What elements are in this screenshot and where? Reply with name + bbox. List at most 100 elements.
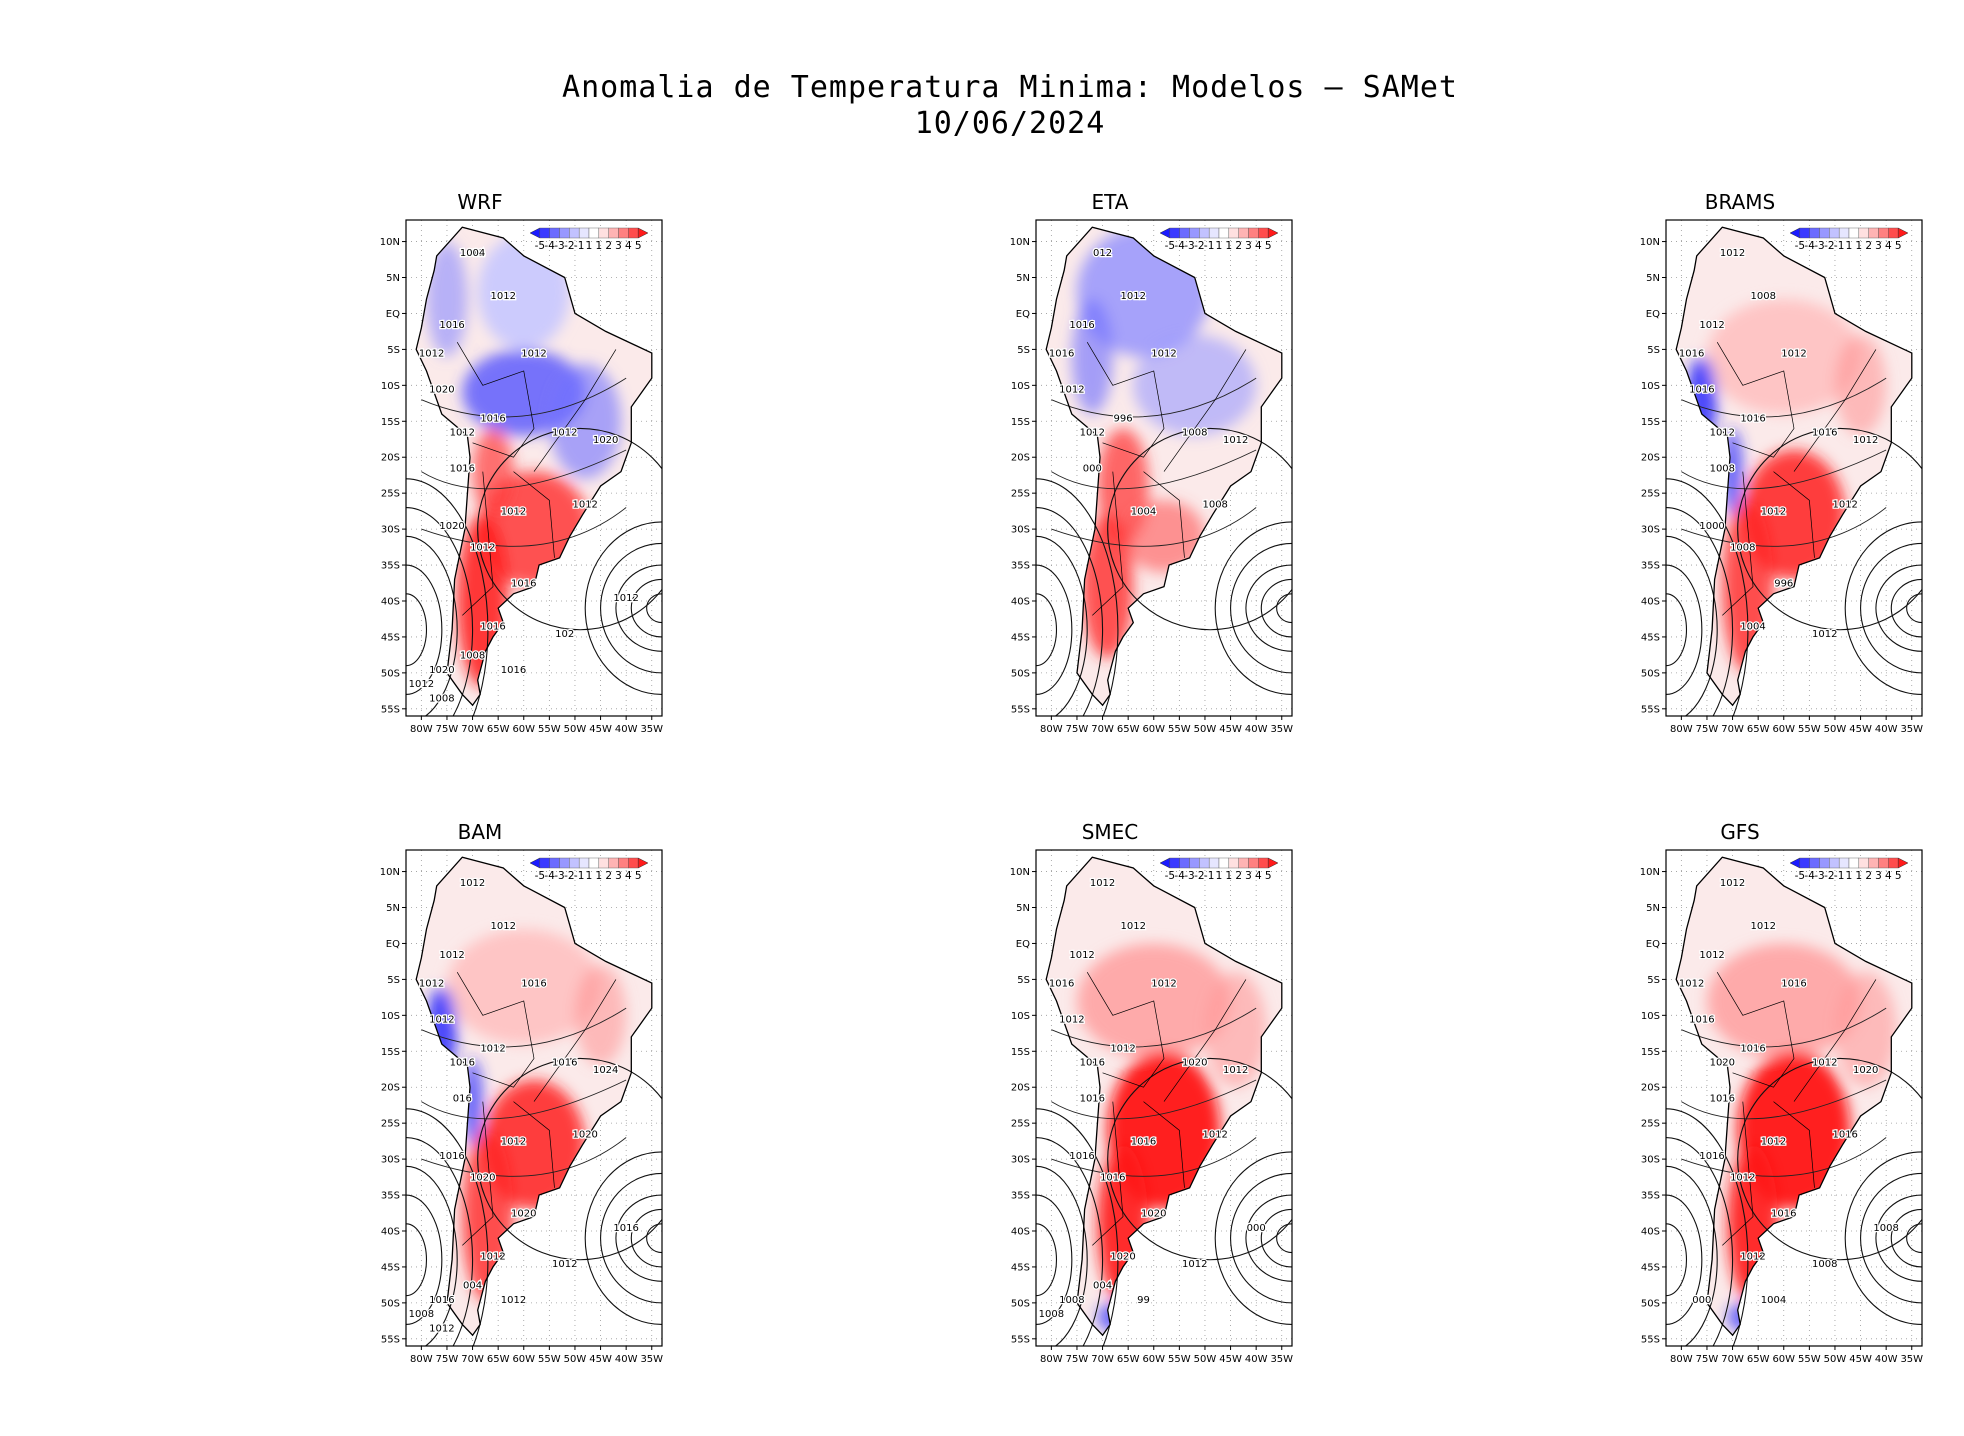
isobar-label: 1012	[450, 428, 475, 439]
colorbar-swatch	[1878, 227, 1889, 239]
lat-label: 35S	[1011, 1191, 1030, 1202]
lat-label: 25S	[381, 1119, 400, 1130]
colorbar-swatch	[1258, 857, 1269, 869]
lat-label: 10S	[1011, 1011, 1030, 1022]
colorbar-label: -2	[1194, 870, 1204, 882]
lon-label: 60W	[512, 1354, 535, 1365]
anomaly-blob	[549, 363, 622, 479]
colorbar-swatch	[1248, 857, 1259, 869]
isobar-label: 1016	[450, 464, 475, 475]
isobar	[1036, 564, 1073, 695]
colorbar-label: 1	[1225, 870, 1232, 882]
coastline	[415, 856, 653, 1337]
lon-label: 70W	[461, 724, 484, 735]
lat-label: 30S	[1641, 525, 1660, 536]
isobar	[1906, 593, 1922, 624]
colorbar-swatch	[1799, 857, 1810, 869]
lat-label: 45S	[381, 1262, 400, 1273]
colorbar-swatch	[1218, 857, 1230, 869]
anomaly-blob	[574, 965, 627, 1066]
colorbar-swatch	[588, 857, 600, 869]
isobar-label: 1012	[460, 878, 485, 889]
isobar-label: 1012	[1720, 878, 1745, 889]
lat-label: 10N	[380, 237, 400, 248]
colorbar-swatch	[628, 227, 639, 239]
lon-label: 60W	[1142, 1354, 1165, 1365]
isobar-label: 1016	[450, 1058, 475, 1069]
country-border	[1793, 979, 1877, 1102]
lon-label: 75W	[436, 724, 459, 735]
isobar-label: 1016	[1781, 979, 1806, 990]
isobar	[1666, 535, 1718, 716]
coastline	[1045, 856, 1283, 1337]
colorbar-label: -1	[1204, 870, 1214, 882]
colorbar-swatch	[598, 227, 609, 239]
colorbar-label: -1	[574, 240, 584, 252]
isobar-label: 1012	[491, 921, 516, 932]
isobar-label: 1008	[1812, 1259, 1837, 1270]
country-border	[462, 471, 494, 616]
map-border	[1665, 849, 1923, 1347]
isobar	[1107, 427, 1292, 631]
lat-label: 35S	[1011, 561, 1030, 572]
isobar	[646, 1223, 662, 1254]
isobar-label: 1016	[1740, 413, 1765, 424]
map-frame: 012 1012 1016 1012 1016 1012 996 1012 1008 1012 00…	[1010, 219, 1293, 735]
lon-label: 55W	[1798, 1354, 1821, 1365]
isobar	[406, 507, 474, 716]
lon-label: 50W	[1194, 1354, 1217, 1365]
isobar	[1875, 1194, 1922, 1282]
country-border	[1716, 972, 1795, 1088]
isobar-label: 1008	[1730, 543, 1755, 554]
lon-label: 65W	[1747, 1354, 1770, 1365]
lat-label: 10N	[1010, 867, 1030, 878]
lon-label: 50W	[564, 1354, 587, 1365]
lon-label: 70W	[1721, 724, 1744, 735]
lon-label: 65W	[1117, 1354, 1140, 1365]
isobar	[600, 542, 662, 674]
lon-label: 45W	[1219, 1354, 1242, 1365]
isobar	[1860, 1172, 1922, 1304]
isobar	[1036, 1194, 1073, 1325]
lat-label: EQ	[386, 309, 400, 320]
isobar	[1036, 1223, 1058, 1297]
isobar-label: 1008	[460, 650, 485, 661]
isobar	[1681, 507, 1887, 547]
colorbar-swatch	[1888, 857, 1899, 869]
isobar-label: 1012	[501, 507, 526, 518]
isobar-label: 1012	[439, 950, 464, 961]
isobar-label: 1012	[470, 543, 495, 554]
isobar	[1036, 535, 1088, 716]
isobar-label: 1020	[1710, 1058, 1735, 1069]
isobar-labels: 1012 1012 1012 1016 1012 1012 1012 1016 1016 1024…	[407, 877, 640, 1336]
colorbar-swatch	[1829, 227, 1840, 239]
isobar-label: 1016	[1069, 320, 1094, 331]
isobar	[1260, 578, 1292, 638]
colorbar-label: 2	[605, 870, 612, 882]
isobar	[406, 1108, 489, 1346]
isobar-label: 1020	[1182, 1058, 1207, 1069]
isobar-label: 1008	[1710, 464, 1735, 475]
isobar-label: 1016	[1069, 1151, 1094, 1162]
lat-label: 30S	[1641, 1155, 1660, 1166]
lon-label: 45W	[1849, 1354, 1872, 1365]
isobar	[1681, 1137, 1887, 1177]
lat-label: 5N	[1016, 273, 1030, 284]
coastline	[1675, 226, 1913, 707]
lat-label: 45S	[1641, 1262, 1660, 1273]
isobar-label: 1012	[1223, 435, 1248, 446]
colorbar-label: 1	[1216, 870, 1223, 882]
isobar-label: 000	[1083, 464, 1102, 475]
lat-label: 5N	[386, 273, 400, 284]
isobar-label: 1020	[572, 1130, 597, 1141]
isobar	[421, 507, 627, 547]
lat-label: 20S	[1641, 1083, 1660, 1094]
colorbar-swatch	[588, 227, 600, 239]
map-border	[405, 849, 663, 1347]
isobar-label: 1024	[593, 1065, 618, 1076]
isobar-label: 1016	[1080, 1094, 1105, 1105]
lat-label: 35S	[1641, 561, 1660, 572]
map-border	[405, 219, 663, 717]
colorbar-label: 1	[1216, 240, 1223, 252]
colorbar-swatch	[578, 857, 590, 869]
